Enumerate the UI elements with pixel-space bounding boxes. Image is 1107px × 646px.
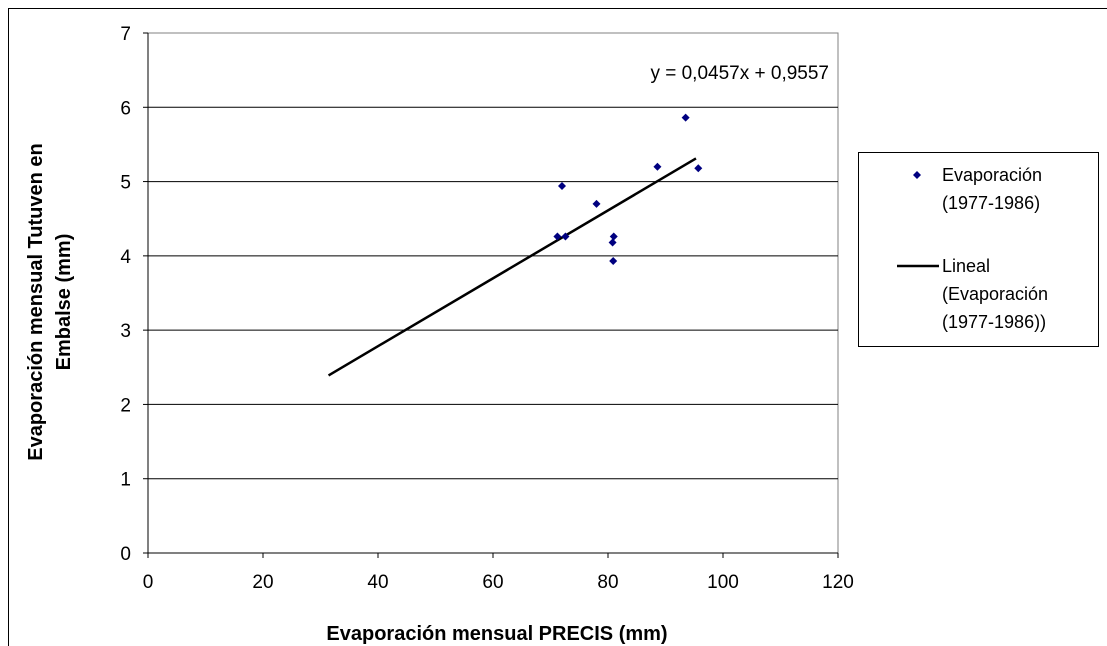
y-tick-label-2: 2: [120, 395, 131, 416]
trendline-equation: y = 0,0457x + 0,9557: [650, 63, 829, 84]
x-axis-ticks: 0 20 40 60 80 100 120: [143, 553, 854, 593]
y-axis-title-line-1: Evaporación mensual Tutuven en: [25, 143, 47, 460]
y-tick-label-4: 4: [120, 247, 131, 268]
data-point-2: [561, 232, 570, 241]
data-point-5: [609, 232, 618, 241]
trendline-layer: [327, 157, 697, 377]
y-axis-title: Evaporación mensual Tutuven en Embalse (…: [25, 143, 75, 460]
data-point-8: [681, 113, 690, 122]
y-tick-label-0: 0: [120, 544, 131, 565]
y-axis-title-line-2: Embalse (mm): [53, 234, 75, 371]
gridlines: [148, 106, 838, 480]
y-tick-label-7: 7: [120, 24, 131, 45]
y-tick-label-1: 1: [120, 470, 131, 491]
data-point-9: [694, 164, 703, 173]
data-point-6: [609, 257, 618, 266]
x-tick-label-3: 60: [482, 572, 503, 593]
y-axis-ticks: 0 1 2 3 4 5 6 7: [120, 24, 148, 565]
x-tick-label-0: 0: [143, 572, 154, 593]
plot-area-border: [147, 32, 839, 554]
legend-label-evaporacion-line-1: Evaporación: [942, 165, 1042, 185]
x-tick-label-1: 20: [252, 572, 273, 593]
legend-label-lineal-line-3: (1977-1986)): [942, 312, 1046, 332]
x-tick-label-4: 80: [597, 572, 618, 593]
data-point-7: [653, 162, 662, 171]
y-tick-label-5: 5: [120, 173, 131, 194]
y-tick-label-3: 3: [120, 321, 131, 342]
legend: Evaporación (1977-1986) Lineal (Evaporac…: [858, 152, 1099, 347]
x-tick-label-6: 120: [822, 572, 854, 593]
legend-label-evaporacion-line-2: (1977-1986): [942, 193, 1040, 213]
x-axis-title: Evaporación mensual PRECIS (mm): [326, 623, 667, 645]
plot-area: 0 20 40 60 80 100 120 0 1 2 3 4 5 6 7 y = 0,0457x + 0…: [120, 24, 853, 593]
data-point-3: [592, 199, 601, 208]
trendline: [327, 157, 697, 377]
legend-label-lineal-line-2: (Evaporación: [942, 284, 1048, 304]
data-points: [553, 113, 703, 266]
x-tick-label-2: 40: [367, 572, 388, 593]
data-point-4: [608, 238, 617, 247]
legend-label-lineal-line-1: Lineal: [942, 256, 990, 276]
legend-border: [858, 152, 1099, 347]
legend-marker-evaporacion: [913, 171, 921, 179]
y-tick-label-6: 6: [120, 98, 131, 119]
x-tick-label-5: 100: [707, 572, 739, 593]
data-point-0: [553, 232, 562, 241]
data-point-1: [558, 182, 566, 191]
